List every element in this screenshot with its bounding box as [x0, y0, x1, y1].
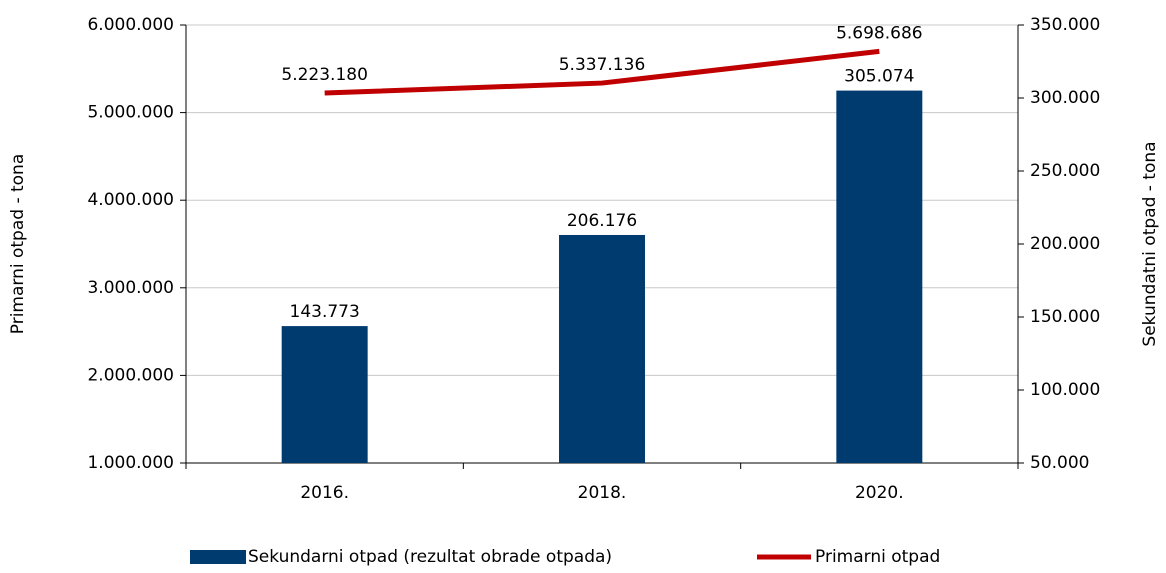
legend-label: Sekundarni otpad (rezultat obrade otpada…: [248, 547, 612, 567]
bar: [559, 234, 645, 463]
y-tick-label: 1.000.000: [87, 453, 174, 473]
y-tick-label: 4.000.000: [87, 190, 174, 210]
y2-tick-label: 50.000: [1030, 453, 1089, 473]
y2-tick-label: 250.000: [1030, 161, 1100, 181]
legend-swatch: [190, 550, 246, 564]
y-tick-label: 3.000.000: [87, 278, 174, 298]
bar-value-label: 305.074: [844, 67, 914, 87]
y2-tick-label: 150.000: [1030, 307, 1100, 327]
y-tick-label: 6.000.000: [87, 15, 174, 35]
y2-tick-label: 100.000: [1030, 380, 1100, 400]
y-axis-title: Primarni otpad - tona: [8, 154, 28, 335]
y2-tick-label: 350.000: [1030, 15, 1100, 35]
line-value-label: 5.223.180: [281, 65, 368, 85]
x-tick-label: 2016.: [300, 483, 349, 503]
x-tick-label: 2020.: [855, 483, 904, 503]
y2-tick-label: 200.000: [1030, 234, 1100, 254]
line-value-label: 5.698.686: [836, 23, 923, 43]
line: [324, 48, 880, 96]
x-tick-label: 2018.: [578, 483, 627, 503]
bar-value-label: 143.773: [290, 302, 360, 322]
y2-axis-title: Sekundatni otpad - tona: [1140, 141, 1160, 346]
bar: [281, 326, 368, 463]
bar-value-label: 206.176: [567, 211, 637, 231]
y-tick-label: 5.000.000: [87, 103, 174, 123]
y2-tick-label: 300.000: [1030, 88, 1100, 108]
line-value-label: 5.337.136: [559, 55, 646, 75]
bar: [836, 90, 923, 464]
legend-label: Primarni otpad: [815, 547, 940, 567]
y-tick-label: 2.000.000: [87, 365, 174, 385]
